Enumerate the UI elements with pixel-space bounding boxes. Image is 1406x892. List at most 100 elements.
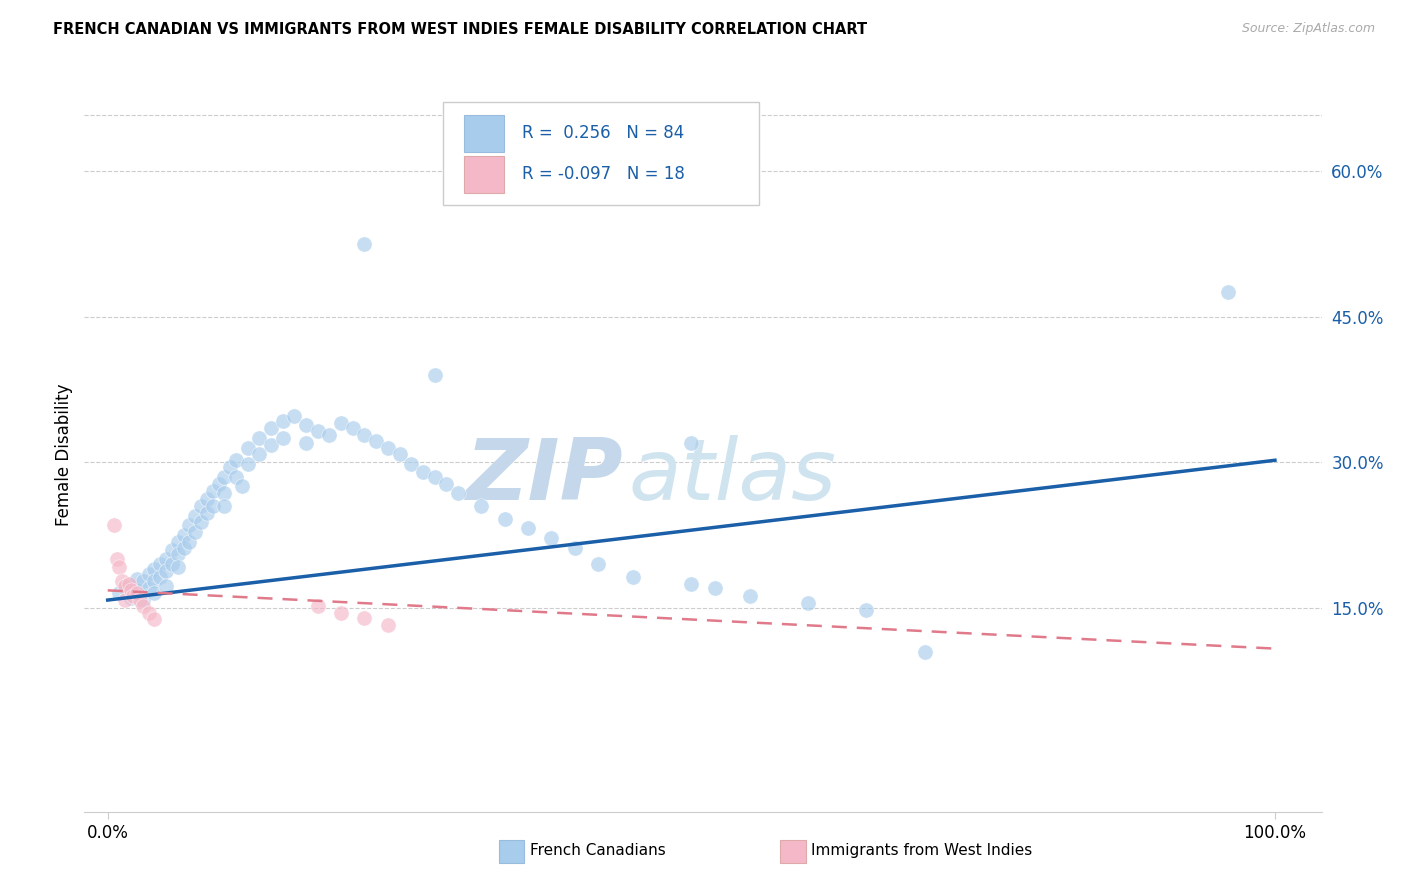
Point <box>330 606 353 620</box>
Text: ZIP: ZIP <box>465 434 623 518</box>
Point <box>122 589 145 603</box>
Point <box>166 560 188 574</box>
Point <box>155 564 177 578</box>
Point <box>271 431 294 445</box>
FancyBboxPatch shape <box>443 102 759 205</box>
Point <box>108 586 131 600</box>
Point <box>111 574 134 588</box>
Text: French Canadians: French Canadians <box>530 844 666 858</box>
Text: Immigrants from West Indies: Immigrants from West Indies <box>811 844 1032 858</box>
Point <box>564 541 586 555</box>
Point <box>236 441 259 455</box>
Point <box>179 518 201 533</box>
Point <box>166 534 188 549</box>
Point <box>125 572 148 586</box>
Point <box>143 562 166 576</box>
Point <box>423 368 446 382</box>
Point <box>120 591 142 606</box>
Point <box>138 606 160 620</box>
Point <box>797 596 820 610</box>
Point <box>138 582 160 596</box>
Point <box>120 576 142 591</box>
Point <box>914 644 936 658</box>
Point <box>132 599 155 613</box>
Text: atlas: atlas <box>628 434 837 518</box>
Text: FRENCH CANADIAN VS IMMIGRANTS FROM WEST INDIES FEMALE DISABILITY CORRELATION CHA: FRENCH CANADIAN VS IMMIGRANTS FROM WEST … <box>53 22 868 37</box>
Point <box>103 518 125 533</box>
Point <box>318 428 340 442</box>
Point <box>231 479 253 493</box>
Point <box>214 469 236 483</box>
Point <box>540 531 562 545</box>
Point <box>738 589 761 603</box>
Point <box>681 435 703 450</box>
Point <box>249 431 271 445</box>
Point <box>399 457 422 471</box>
Point <box>219 460 242 475</box>
Point <box>138 566 160 581</box>
Point <box>173 541 195 555</box>
Point <box>516 521 538 535</box>
Point <box>586 557 609 571</box>
Point <box>283 409 305 423</box>
Point <box>470 499 492 513</box>
Text: Source: ZipAtlas.com: Source: ZipAtlas.com <box>1241 22 1375 36</box>
Point <box>434 476 457 491</box>
Point <box>143 612 166 626</box>
Point <box>353 428 375 442</box>
Point <box>423 469 446 483</box>
Point <box>108 560 131 574</box>
Point <box>132 574 155 588</box>
Point <box>114 579 136 593</box>
Point <box>353 610 375 624</box>
Point <box>105 552 128 566</box>
Point <box>703 582 725 596</box>
Point <box>114 582 136 596</box>
Point <box>271 414 294 428</box>
Point <box>225 453 247 467</box>
Point <box>681 576 703 591</box>
Point <box>184 525 207 540</box>
Point <box>143 574 166 588</box>
Point <box>129 593 152 607</box>
Point <box>377 441 399 455</box>
Point <box>179 534 201 549</box>
Point <box>621 570 644 584</box>
Point <box>149 570 172 584</box>
Point <box>190 499 212 513</box>
Point <box>207 476 229 491</box>
Point <box>225 469 247 483</box>
Text: R =  0.256   N = 84: R = 0.256 N = 84 <box>523 124 685 142</box>
Point <box>143 586 166 600</box>
Y-axis label: Female Disability: Female Disability <box>55 384 73 526</box>
Point <box>214 499 236 513</box>
Point <box>120 583 142 598</box>
Point <box>118 576 141 591</box>
Point <box>190 516 212 530</box>
Point <box>855 603 877 617</box>
Point <box>114 593 136 607</box>
Point <box>125 583 148 598</box>
Point <box>260 421 283 435</box>
Point <box>342 421 364 435</box>
Point <box>330 417 353 431</box>
Point <box>195 492 218 507</box>
Point <box>132 593 155 607</box>
Point <box>249 447 271 461</box>
Text: R = -0.097   N = 18: R = -0.097 N = 18 <box>523 166 685 184</box>
Point <box>307 424 329 438</box>
Point <box>236 457 259 471</box>
Point <box>412 465 434 479</box>
Point <box>160 557 183 571</box>
Point <box>307 599 329 613</box>
Point <box>214 486 236 500</box>
Point <box>388 447 411 461</box>
Point <box>1218 285 1240 300</box>
Point <box>295 435 318 450</box>
Point <box>494 511 516 525</box>
Point <box>366 434 388 448</box>
Point <box>166 548 188 562</box>
Point <box>184 508 207 523</box>
FancyBboxPatch shape <box>464 114 503 152</box>
Point <box>353 236 375 251</box>
